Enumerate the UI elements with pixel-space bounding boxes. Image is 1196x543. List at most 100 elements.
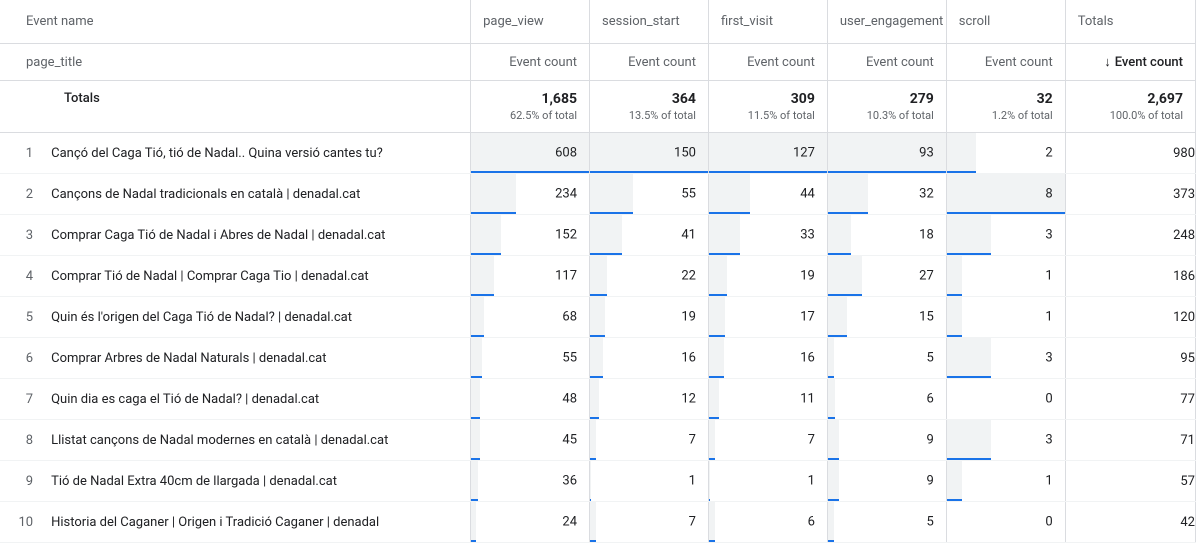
data-cell: 41: [590, 215, 709, 256]
row-index: 4: [0, 256, 45, 297]
cell-value: 18: [919, 228, 934, 243]
cell-value: 234: [555, 187, 577, 202]
cell-value: 41: [681, 228, 696, 243]
cell-value: 15: [919, 310, 934, 325]
cell-value: 24: [562, 515, 577, 530]
table-row[interactable]: 6Comprar Arbres de Nadal Naturals | dena…: [0, 338, 1196, 379]
data-cell: 8: [946, 174, 1065, 215]
table-row[interactable]: 3Comprar Caga Tió de Nadal i Abres de Na…: [0, 215, 1196, 256]
cell-value: 9: [926, 474, 933, 489]
data-cell: 9: [827, 420, 946, 461]
totals-label: Totals: [0, 81, 471, 133]
cell-value: 1: [689, 474, 696, 489]
table-row[interactable]: 2Cançons de Nadal tradicionals en català…: [0, 174, 1196, 215]
metric-header[interactable]: Event count: [946, 44, 1065, 81]
data-cell: 5: [827, 502, 946, 543]
cell-value: 16: [681, 351, 696, 366]
cell-value: 8: [1045, 187, 1052, 202]
table-row[interactable]: 8Llistat cançons de Nadal modernes en ca…: [0, 420, 1196, 461]
row-title[interactable]: Llistat cançons de Nadal modernes en cat…: [45, 420, 471, 461]
cell-value: 1: [1045, 474, 1052, 489]
row-index: 8: [0, 420, 45, 461]
cell-value: 55: [562, 351, 577, 366]
data-cell: 3: [946, 215, 1065, 256]
row-index: 3: [0, 215, 45, 256]
row-title[interactable]: Historia del Caganer | Origen i Tradició…: [45, 502, 471, 543]
data-cell: 3: [946, 420, 1065, 461]
data-cell: 32: [827, 174, 946, 215]
data-cell: 19: [708, 256, 827, 297]
data-cell: 95: [1065, 338, 1195, 379]
cell-value: 36: [562, 474, 577, 489]
data-cell: 45: [471, 420, 590, 461]
table-row[interactable]: 5Quin és l'origen del Caga Tió de Nadal?…: [0, 297, 1196, 338]
cell-value: 33: [800, 228, 815, 243]
row-dimension-header[interactable]: Event name: [0, 0, 471, 44]
table-row[interactable]: 9Tió de Nadal Extra 40cm de llargada | d…: [0, 461, 1196, 502]
table-row[interactable]: 4Comprar Tió de Nadal | Comprar Caga Tio…: [0, 256, 1196, 297]
row-title[interactable]: Cançons de Nadal tradicionals en català …: [45, 174, 471, 215]
data-cell: 16: [590, 338, 709, 379]
data-cell: 127: [708, 133, 827, 174]
col-header-first-visit[interactable]: first_visit: [708, 0, 827, 44]
metric-header[interactable]: Event count: [708, 44, 827, 81]
row-index: 5: [0, 297, 45, 338]
cell-value: 7: [689, 433, 696, 448]
cell-value: 17: [800, 310, 815, 325]
cell-value: 1: [1045, 310, 1052, 325]
data-cell: 57: [1065, 461, 1195, 502]
row-index: 7: [0, 379, 45, 420]
cell-value: 32: [919, 187, 934, 202]
cell-value: 7: [689, 515, 696, 530]
data-cell: 0: [946, 379, 1065, 420]
col-header-user-engagement[interactable]: user_engagement: [827, 0, 946, 44]
row-index: 9: [0, 461, 45, 502]
row-title[interactable]: Comprar Caga Tió de Nadal i Abres de Nad…: [45, 215, 471, 256]
row-title[interactable]: Comprar Tió de Nadal | Comprar Caga Tio …: [45, 256, 471, 297]
metric-header[interactable]: Event count: [590, 44, 709, 81]
row-title[interactable]: Tió de Nadal Extra 40cm de llargada | de…: [45, 461, 471, 502]
col-header-session-start[interactable]: session_start: [590, 0, 709, 44]
totals-cell: 30911.5% of total: [708, 81, 827, 133]
cell-value: 2: [1045, 146, 1052, 161]
cell-value: 93: [919, 146, 934, 161]
data-cell: 55: [471, 338, 590, 379]
cell-value: 117: [555, 269, 577, 284]
cell-value: 16: [800, 351, 815, 366]
totals-cell: 36413.5% of total: [590, 81, 709, 133]
col-dimension-header[interactable]: page_title: [0, 44, 471, 81]
col-header-totals[interactable]: Totals: [1065, 0, 1195, 44]
cell-value: 3: [1045, 351, 1052, 366]
row-index: 1: [0, 133, 45, 174]
row-title[interactable]: Cançó del Caga Tió, tió de Nadal.. Quina…: [45, 133, 471, 174]
cell-value: 68: [562, 310, 577, 325]
data-cell: 186: [1065, 256, 1195, 297]
row-index: 6: [0, 338, 45, 379]
row-title[interactable]: Quin és l'origen del Caga Tió de Nadal? …: [45, 297, 471, 338]
row-title[interactable]: Quin dia es caga el Tió de Nadal? | dena…: [45, 379, 471, 420]
col-header-scroll[interactable]: scroll: [946, 0, 1065, 44]
data-cell: 9: [827, 461, 946, 502]
table-row[interactable]: 10Historia del Caganer | Origen i Tradic…: [0, 502, 1196, 543]
row-index: 2: [0, 174, 45, 215]
data-cell: 2: [946, 133, 1065, 174]
cell-value: 150: [674, 146, 696, 161]
row-title[interactable]: Comprar Arbres de Nadal Naturals | denad…: [45, 338, 471, 379]
data-cell: 18: [827, 215, 946, 256]
data-cell: 980: [1065, 133, 1195, 174]
col-header-page-view[interactable]: page_view: [471, 0, 590, 44]
table-row[interactable]: 1Cançó del Caga Tió, tió de Nadal.. Quin…: [0, 133, 1196, 174]
data-cell: 6: [827, 379, 946, 420]
data-cell: 16: [708, 338, 827, 379]
table-row[interactable]: 7Quin dia es caga el Tió de Nadal? | den…: [0, 379, 1196, 420]
analytics-table: Event name page_view session_start first…: [0, 0, 1196, 543]
sort-arrow-icon: ↓: [1104, 55, 1111, 70]
metric-header-sorted[interactable]: ↓Event count: [1065, 44, 1195, 81]
metric-header[interactable]: Event count: [471, 44, 590, 81]
metric-header[interactable]: Event count: [827, 44, 946, 81]
cell-value: 5: [926, 351, 933, 366]
data-cell: 248: [1065, 215, 1195, 256]
data-cell: 7: [590, 502, 709, 543]
data-cell: 1: [946, 297, 1065, 338]
data-cell: 27: [827, 256, 946, 297]
